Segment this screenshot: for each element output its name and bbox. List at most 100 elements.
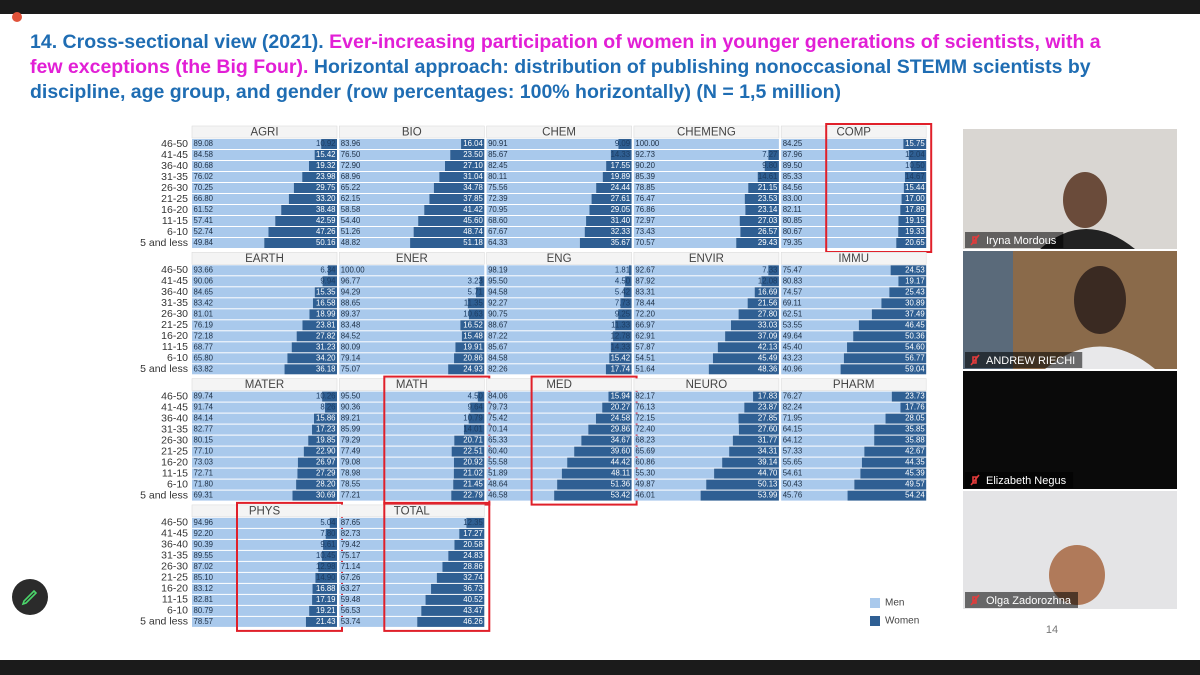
panel-header <box>633 125 780 139</box>
value-label: 15.35 <box>316 287 336 296</box>
value-label: 20.58 <box>463 540 483 549</box>
value-label: 44.42 <box>611 458 631 467</box>
bar <box>843 353 927 364</box>
bar <box>853 331 927 342</box>
bar <box>781 435 875 446</box>
value-label: 84.58 <box>488 353 508 362</box>
bar <box>192 205 282 215</box>
value-label: 70.25 <box>194 183 214 192</box>
value-label: 82.81 <box>194 595 214 604</box>
bar <box>904 172 927 182</box>
bar <box>633 424 739 435</box>
bar <box>339 517 467 528</box>
value-label: 67.67 <box>488 227 508 236</box>
bar <box>461 139 485 149</box>
category-label: 41-45 <box>161 528 188 540</box>
value-label: 84.65 <box>194 287 214 296</box>
value-label: 23.50 <box>463 150 483 159</box>
bar <box>633 238 737 248</box>
bar <box>192 183 294 193</box>
value-label: 62.15 <box>341 194 361 203</box>
bar <box>312 594 337 605</box>
bar <box>486 298 621 309</box>
bar <box>486 364 606 375</box>
value-label: 94.96 <box>194 518 214 527</box>
bar <box>339 227 414 237</box>
value-label: 73.43 <box>635 227 655 236</box>
bar <box>339 616 418 627</box>
value-label: 24.93 <box>463 364 483 373</box>
bar <box>339 320 461 331</box>
value-label: 85.39 <box>635 172 655 181</box>
category-label: 31-35 <box>161 550 188 562</box>
category-label: 5 and less <box>140 363 188 375</box>
bar <box>874 424 927 435</box>
value-label: 21.56 <box>758 298 778 307</box>
bar <box>339 205 425 215</box>
value-label: 87.65 <box>341 518 361 527</box>
bar <box>486 238 580 248</box>
value-label: 79.73 <box>488 403 508 412</box>
value-label: 90.20 <box>635 161 655 170</box>
bar <box>633 194 745 204</box>
bar <box>781 139 904 149</box>
bar <box>618 309 632 320</box>
bar <box>584 227 632 237</box>
value-label: 12.04 <box>905 150 925 159</box>
bar <box>781 479 855 490</box>
value-label: 30.89 <box>905 298 925 307</box>
bar <box>633 391 754 402</box>
value-label: 50.16 <box>316 238 336 247</box>
value-label: 51.89 <box>488 469 508 478</box>
bar <box>714 468 779 479</box>
bar <box>192 331 297 342</box>
bar <box>486 194 592 204</box>
bar <box>296 479 337 490</box>
value-label: 20.71 <box>463 436 483 445</box>
bar <box>339 287 477 298</box>
mic-off-icon <box>970 354 980 366</box>
bar <box>781 205 901 215</box>
value-label: 78.98 <box>341 469 361 478</box>
value-label: 46.58 <box>488 491 508 500</box>
bar <box>633 468 715 479</box>
value-label: 90.36 <box>341 403 361 412</box>
bar <box>454 435 485 446</box>
value-label: 40.96 <box>783 364 803 373</box>
bar <box>467 298 485 309</box>
panel-title: NEURO <box>686 379 728 391</box>
title-part: 14. Cross-sectional view (2021). <box>30 31 324 53</box>
value-label: 37.49 <box>905 309 925 318</box>
value-label: 83.31 <box>635 287 655 296</box>
value-label: 72.71 <box>194 469 214 478</box>
value-label: 84.25 <box>783 139 803 148</box>
value-label: 53.99 <box>758 491 778 500</box>
value-label: 24.58 <box>611 414 631 423</box>
bar <box>192 402 326 413</box>
value-label: 11.35 <box>464 298 484 307</box>
annotate-button[interactable] <box>12 579 48 615</box>
bar <box>625 276 632 287</box>
value-label: 29.75 <box>316 183 336 192</box>
legend-swatch <box>870 616 880 626</box>
value-label: 84.56 <box>783 183 803 192</box>
bar <box>451 490 485 501</box>
value-label: 76.13 <box>635 403 655 412</box>
value-label: 60.40 <box>488 447 508 456</box>
bar <box>486 227 585 237</box>
bar <box>192 479 297 490</box>
value-label: 100.00 <box>635 139 660 148</box>
bar <box>633 413 739 424</box>
bar <box>192 216 276 226</box>
value-label: 33.20 <box>316 194 336 203</box>
panel-title: MED <box>546 379 572 391</box>
bar <box>486 183 597 193</box>
value-label: 34.31 <box>758 447 778 456</box>
value-label: 66.80 <box>194 194 214 203</box>
bar <box>486 479 558 490</box>
value-label: 10.92 <box>316 139 336 148</box>
value-label: 27.82 <box>316 331 336 340</box>
bar <box>429 194 485 204</box>
bar <box>325 528 337 539</box>
bar <box>738 413 779 424</box>
